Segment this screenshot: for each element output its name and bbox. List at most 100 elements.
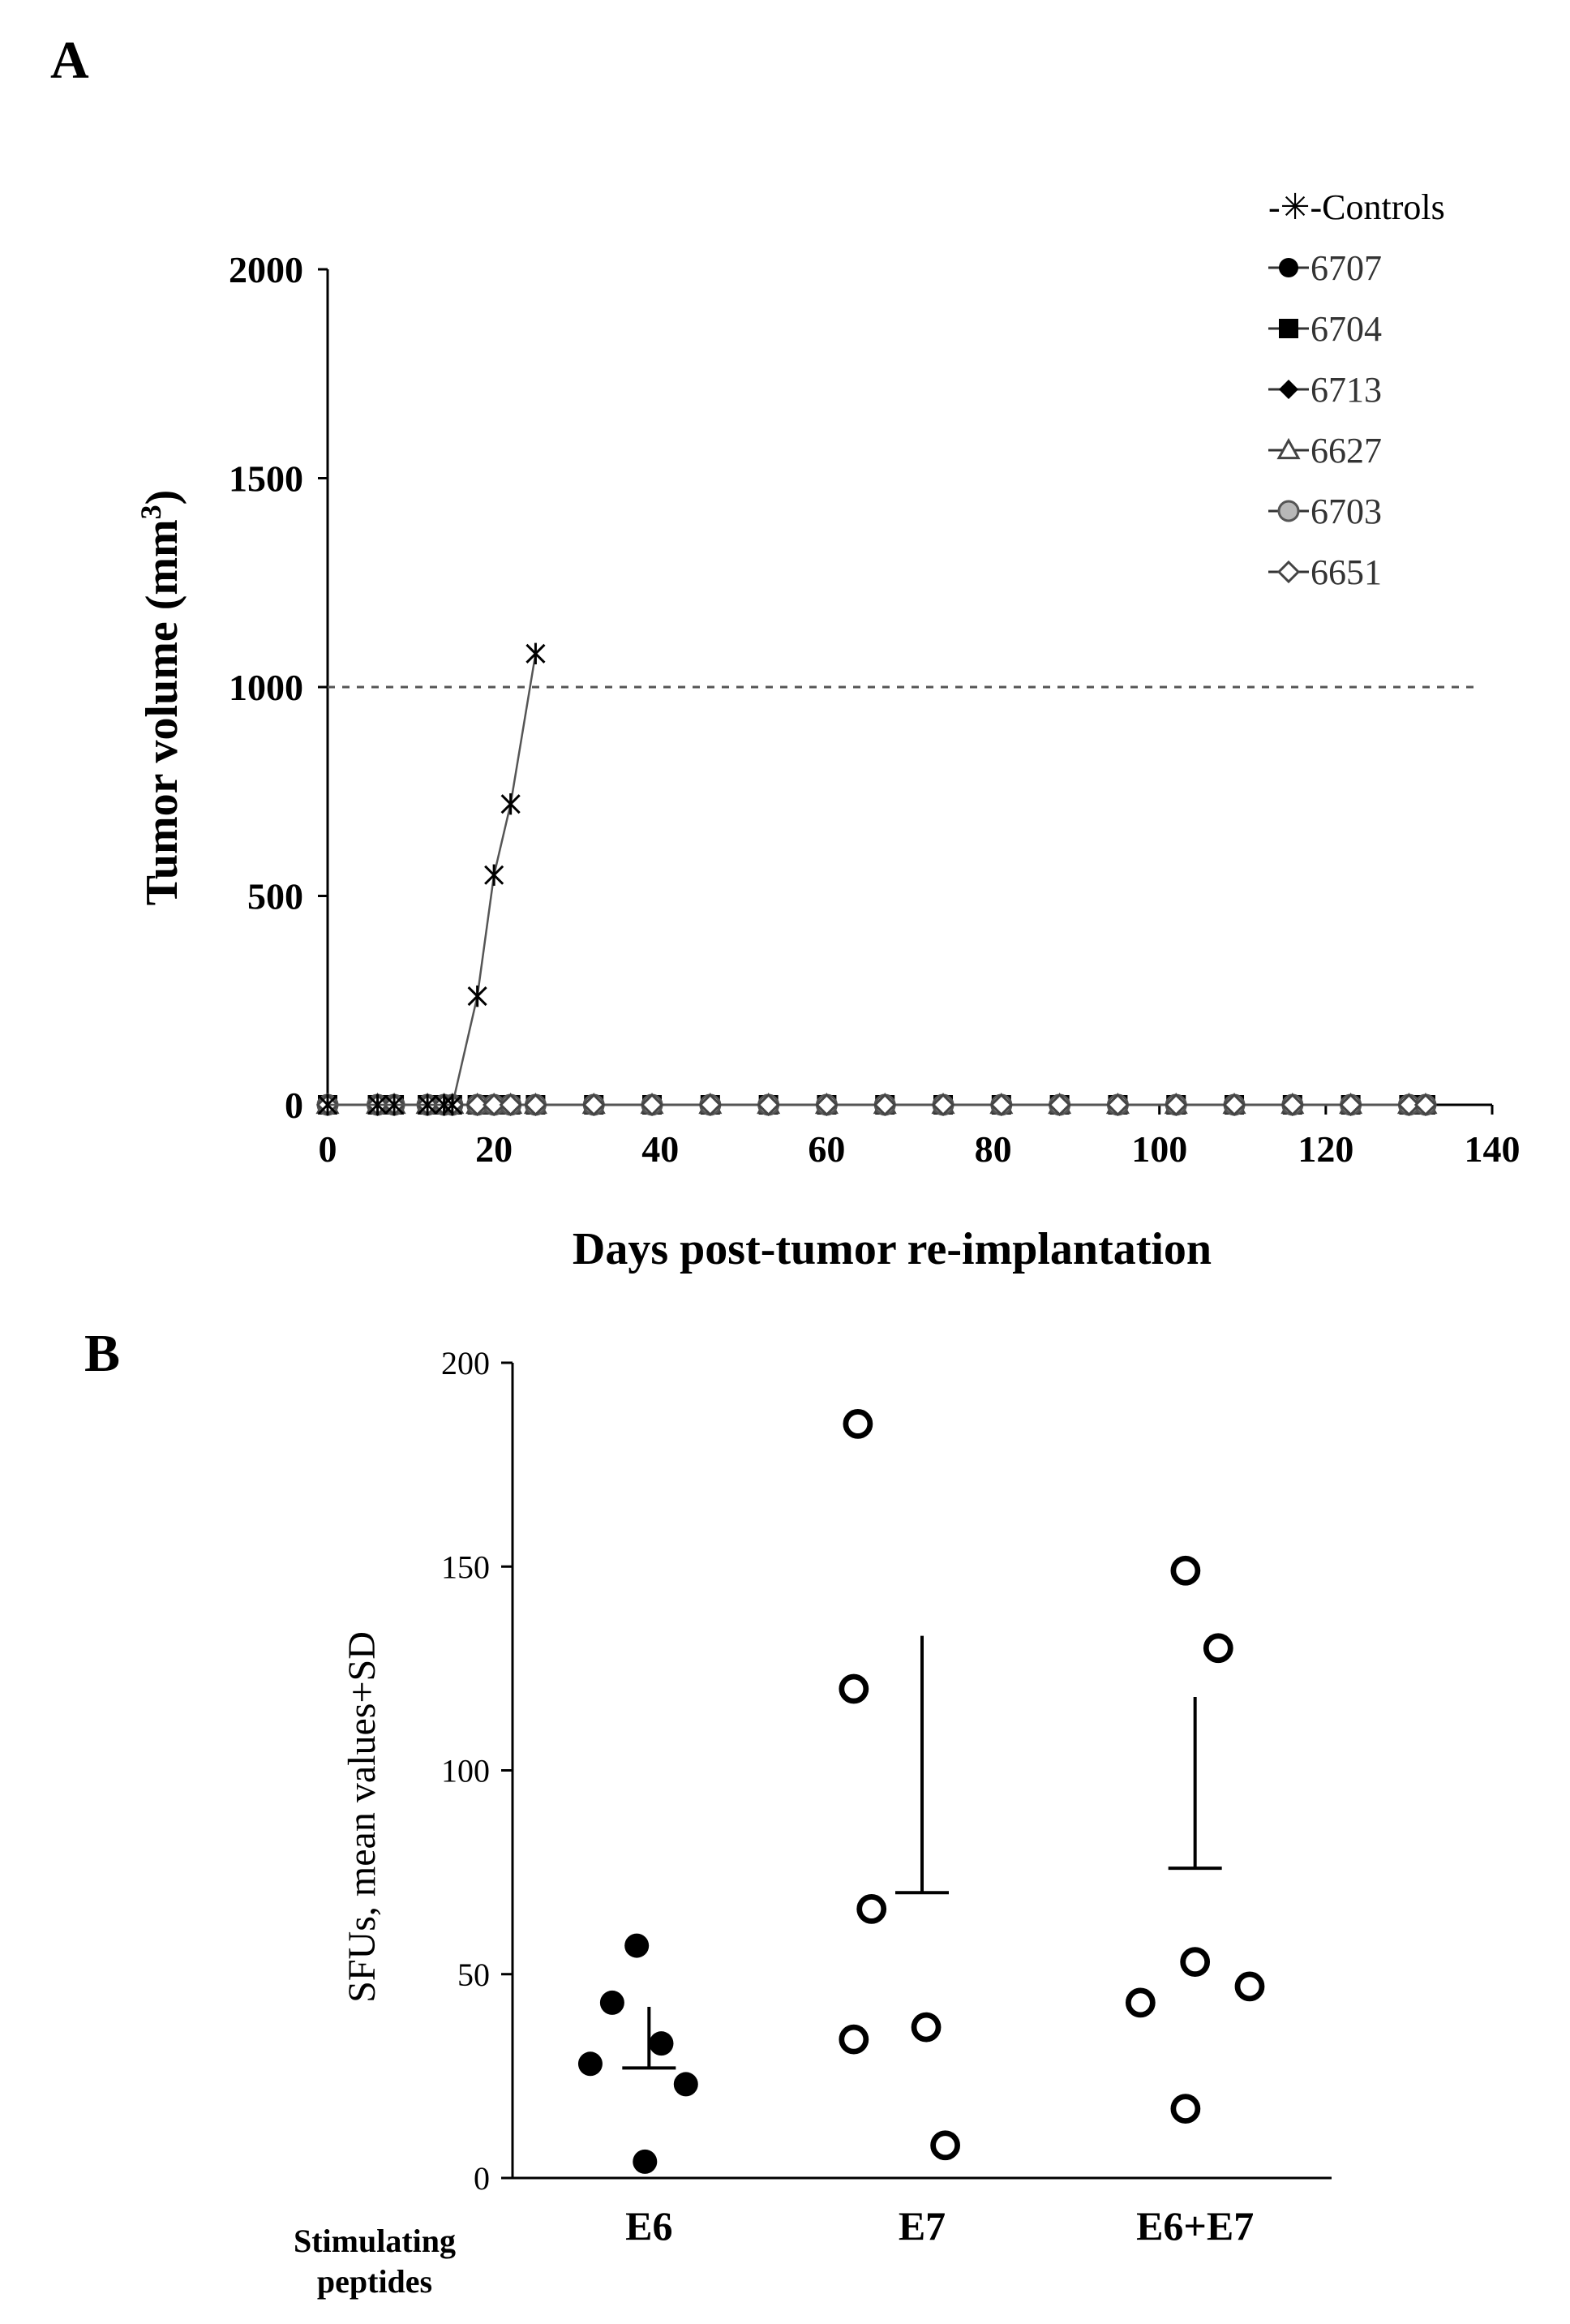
point-e6-e7: [1203, 1633, 1233, 1664]
point-controls: [442, 1093, 462, 1116]
y-tick-label: 1500: [229, 458, 303, 500]
legend-label: -✳-Controls: [1268, 187, 1445, 227]
legend-item-6707: 6707: [1268, 248, 1382, 288]
series-group: [315, 642, 1438, 1117]
legend-marker: [1276, 437, 1301, 460]
panel-b-label: B: [84, 1324, 120, 1383]
y-tick-label: 2000: [229, 249, 303, 290]
point-6651: [483, 1093, 506, 1117]
point-6651: [1165, 1093, 1188, 1117]
x-tick-label: 120: [1298, 1128, 1353, 1170]
point-e7: [843, 1409, 873, 1439]
point-controls: [384, 1093, 405, 1116]
point-controls: [484, 864, 504, 886]
x-tick-label: E6: [625, 2203, 672, 2249]
x-tick-label: 140: [1465, 1128, 1521, 1170]
x-tick-label: E6+E7: [1136, 2203, 1254, 2249]
point-e7: [839, 2024, 869, 2055]
point-6651: [989, 1093, 1013, 1117]
legend: -✳-Controls 6707 6704 6713 6627 6703 6651: [1268, 187, 1445, 592]
y-axis-title: Tumor volume (mm3): [135, 490, 187, 906]
legend-item-6627: 6627: [1268, 431, 1382, 470]
legend-item-6713: 6713: [1268, 370, 1382, 410]
point-6651: [815, 1093, 839, 1117]
x-axis-title-line2: peptides: [317, 2263, 432, 2300]
legend-label: 6627: [1310, 431, 1382, 470]
point-e7: [930, 2130, 960, 2161]
point-6651: [1048, 1093, 1071, 1117]
x-tick-label: 100: [1131, 1128, 1187, 1170]
y-tick-label: 0: [474, 2160, 490, 2197]
legend-label: 6704: [1310, 309, 1382, 349]
y-tick-label: 100: [441, 1753, 490, 1789]
legend-item-controls: -✳-Controls: [1268, 187, 1445, 227]
sfu-chart: 0 50 100 150 200 E6 E7 E6+E7 SFUs, mean values+…: [294, 1345, 1332, 2300]
y-axis-title-superscript: 3: [135, 505, 167, 519]
series-line-controls: [328, 653, 537, 1106]
point-6651: [757, 1093, 780, 1117]
legend-marker: [1279, 380, 1298, 399]
point-6651: [1397, 1093, 1421, 1117]
legend-label: 6713: [1310, 370, 1382, 410]
x-tick-label: 80: [975, 1128, 1012, 1170]
x-axis-title: Days post-tumor re-implantation: [573, 1224, 1212, 1274]
point-controls: [467, 985, 487, 1007]
x-tick-label: 60: [808, 1128, 845, 1170]
y-tick-label: 200: [441, 1345, 490, 1381]
group-markers: [577, 1409, 1265, 2174]
y-axis-title: SFUs, mean values+SD: [341, 1631, 384, 2003]
point-6651: [873, 1093, 897, 1117]
legend-marker: [1279, 258, 1298, 277]
legend-label: 6651: [1310, 552, 1382, 592]
x-tick-label: 20: [475, 1128, 513, 1170]
point-6651: [1339, 1093, 1362, 1117]
point-e6-e7: [1170, 1555, 1201, 1586]
point-e6: [577, 2051, 603, 2077]
y-axis-title-close: ): [137, 490, 187, 505]
point-controls: [500, 793, 521, 815]
legend-label: 6707: [1310, 248, 1382, 288]
point-6651: [582, 1093, 606, 1117]
point-e6: [649, 2031, 674, 2056]
point-controls: [367, 1093, 388, 1116]
panel-a-label: A: [50, 31, 89, 90]
point-e6-e7: [1180, 1947, 1211, 1978]
y-tick-label: 500: [247, 876, 303, 917]
legend-marker: [1279, 319, 1298, 338]
y-tick-label: 50: [457, 1957, 490, 1993]
point-6651: [524, 1093, 547, 1117]
x-axis-title-line1: Stimulating: [294, 2223, 456, 2259]
point-e7: [839, 1673, 869, 1704]
point-e6-e7: [1234, 1971, 1265, 2002]
point-controls: [317, 1093, 338, 1116]
y-tick-label: 1000: [229, 667, 303, 708]
point-6651: [1280, 1093, 1304, 1117]
point-e7: [911, 2012, 942, 2043]
x-tick-label: 0: [319, 1128, 337, 1170]
point-6651: [698, 1093, 722, 1117]
point-e6-e7: [1170, 2094, 1201, 2124]
legend-marker: [1277, 500, 1300, 522]
point-e6-e7: [1125, 1987, 1156, 2018]
legend-item-6703: 6703: [1268, 492, 1382, 531]
point-6651: [499, 1093, 522, 1117]
point-6651: [1413, 1093, 1438, 1117]
point-6651: [465, 1093, 489, 1117]
legend-marker: [1276, 560, 1301, 584]
point-e6: [633, 2149, 658, 2174]
point-6651: [1222, 1093, 1246, 1117]
point-6651: [931, 1093, 955, 1117]
x-tick-label: 40: [641, 1128, 679, 1170]
point-e6: [673, 2072, 698, 2097]
point-e6: [624, 1933, 650, 1958]
point-controls: [418, 1093, 438, 1116]
y-axis-title-base: Tumor volume (mm: [137, 519, 187, 905]
point-e6: [599, 1990, 624, 2015]
y-tick-label: 150: [441, 1549, 490, 1585]
legend-label: 6703: [1310, 492, 1382, 531]
tumor-volume-chart: 0 500 1000 1500 2000 0 20 40 60 80 100 120 140 Days …: [135, 187, 1521, 1274]
axis-ticks: 0 50 100 150 200 E6 E7 E6+E7: [441, 1345, 1254, 2249]
legend-item-6704: 6704: [1268, 309, 1382, 349]
point-controls: [525, 642, 546, 664]
